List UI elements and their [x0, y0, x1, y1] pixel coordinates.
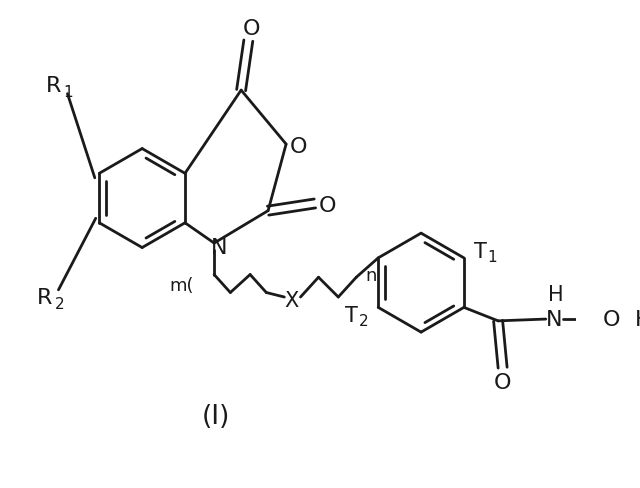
Text: H: H	[548, 285, 563, 304]
Text: O: O	[494, 372, 511, 392]
Text: N: N	[546, 309, 562, 329]
Text: R: R	[37, 287, 52, 307]
Text: O: O	[290, 137, 307, 157]
Text: O: O	[603, 309, 620, 329]
Text: 1: 1	[64, 84, 74, 100]
Text: 2: 2	[358, 313, 368, 328]
Text: T: T	[345, 305, 358, 325]
Text: N: N	[211, 237, 227, 257]
Text: 1: 1	[488, 250, 497, 264]
Text: X: X	[284, 290, 299, 310]
Text: O: O	[243, 19, 260, 39]
Text: H: H	[635, 309, 640, 329]
Text: R: R	[46, 76, 61, 96]
Text: (I): (I)	[202, 403, 230, 429]
Text: n: n	[365, 267, 377, 285]
Text: O: O	[319, 196, 336, 216]
Text: m(: m(	[170, 277, 195, 295]
Text: T: T	[474, 241, 486, 261]
Text: 2: 2	[54, 296, 65, 311]
